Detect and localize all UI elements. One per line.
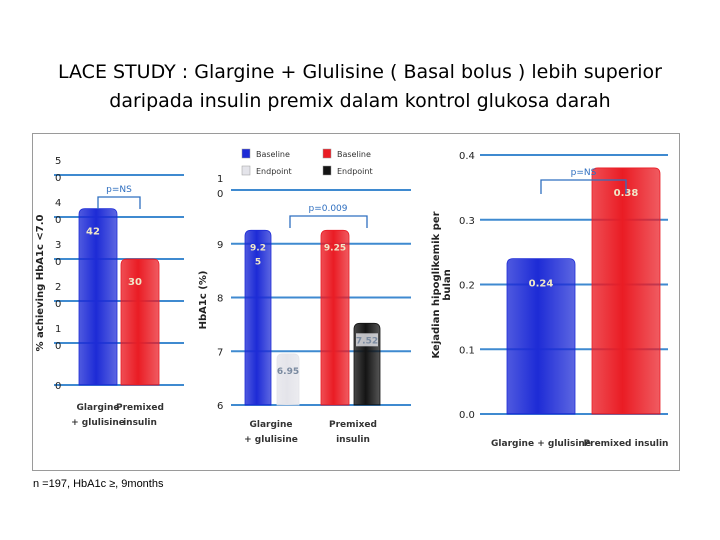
p-value-label: p=0.009	[308, 204, 347, 214]
x-tick-label: Premixed insulin	[584, 439, 669, 449]
bar-value-label: 0.24	[529, 279, 554, 290]
bar	[276, 353, 300, 406]
legend-label: Endpoint	[337, 167, 373, 176]
bar	[320, 229, 350, 406]
legend-swatch	[322, 165, 332, 176]
bar	[244, 229, 272, 406]
p-value-label: p=NS	[571, 168, 597, 178]
x-tick-label: Premixed insulin	[329, 420, 377, 445]
slide-title: LACE STUDY : Glargine + Glulisine ( Basa…	[0, 58, 720, 116]
y-tick-label: 0.3	[459, 216, 475, 227]
bar	[78, 208, 118, 386]
y-axis-label: Kejadian hipoglikemik per	[431, 211, 442, 358]
legend-label: Baseline	[256, 150, 290, 159]
significance-bracket	[97, 196, 141, 209]
chart-hypoglycemia: 0.4 0.3 0.2 0.1 0.0 Kejadian hipoglikemik per…	[420, 135, 676, 469]
chart-achieving-target: 5 0 4 0 3 0 2 0 1 0 0 % achieving HbA1c <7.0 42 Glarg…	[34, 135, 190, 441]
bar	[506, 258, 576, 415]
bar-value-label-bg	[356, 333, 378, 347]
legend-label: Baseline	[337, 150, 371, 159]
significance-bracket	[289, 215, 368, 228]
x-tick-label: Glargine + glulisine	[244, 420, 298, 445]
title-line-1: LACE STUDY : Glargine + Glulisine ( Basa…	[58, 61, 662, 83]
chart-hba1c: 1 0 9 8 7 6 HbA1c (%) Baseline Endpoint Baseline E…	[197, 135, 415, 465]
y-tick-label: 8	[217, 294, 223, 305]
y-tick-label: 0.2	[459, 281, 475, 292]
bar-value-label: 7.52	[356, 336, 378, 346]
x-tick-label: Glargine + glulisine	[491, 439, 591, 449]
x-tick-label: Glargine + glulisine	[71, 403, 125, 428]
y-tick-label: 6	[217, 401, 223, 412]
x-tick-label: Premixed insulin	[116, 403, 164, 428]
legend-swatch	[241, 165, 251, 176]
y-tick-label: 0.4	[459, 151, 475, 162]
significance-bracket	[540, 179, 627, 194]
legend-swatch	[241, 148, 251, 159]
y-tick-label: 9	[217, 240, 223, 251]
y-tick-label: 0.0	[459, 410, 475, 421]
title-line-2: daripada insulin premix dalam kontrol gl…	[109, 90, 611, 112]
legend-label: Endpoint	[256, 167, 292, 176]
y-tick-label: 7	[217, 347, 223, 358]
y-tick-label: 0	[55, 381, 61, 392]
bar-value-label: 30	[128, 277, 142, 288]
chart-hba1c-svg: 1 0 9 8 7 6 HbA1c (%) Baseline Endpoint Baseline E…	[198, 148, 411, 445]
bar	[120, 258, 160, 386]
bar-value-label: 9.25	[324, 243, 346, 253]
y-axis-label: bulan	[442, 269, 453, 301]
bar	[591, 167, 661, 415]
y-tick-label: 0.1	[459, 345, 475, 356]
bar-value-label: 42	[86, 227, 100, 238]
p-value-label: p=NS	[106, 185, 132, 195]
y-axis-label: % achieving HbA1c <7.0	[35, 214, 46, 351]
bar-value-label: 6.95	[277, 367, 299, 377]
legend-swatch	[322, 148, 332, 159]
footnote: n =197, HbA1c ≥, 9months	[33, 478, 164, 490]
chart-hypoglycemia-svg: 0.4 0.3 0.2 0.1 0.0 Kejadian hipoglikemik per…	[431, 151, 669, 449]
y-axis-label: HbA1c (%)	[198, 271, 209, 330]
chart-achieving-target-svg: 5 0 4 0 3 0 2 0 1 0 0 % achieving HbA1c <7.0 42 Glarg…	[35, 156, 184, 428]
